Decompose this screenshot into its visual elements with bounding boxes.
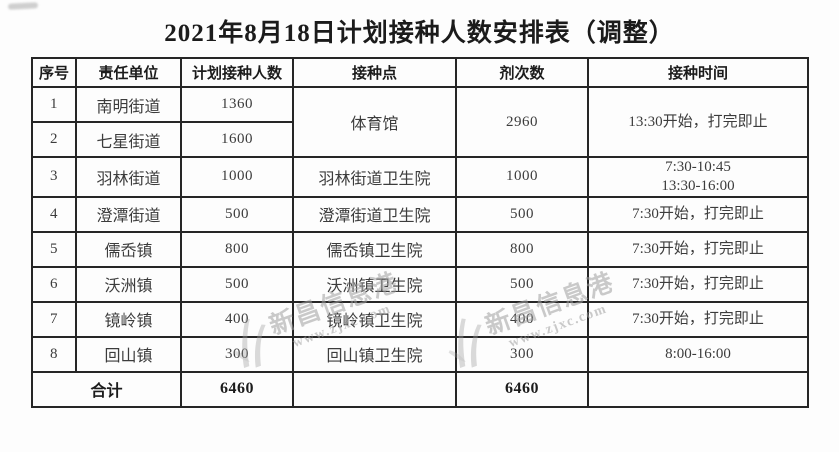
table-row-3: 3 羽林街道 1000 羽林街道卫生院 1000 7:30-10:45 13:3… <box>31 156 809 198</box>
table-row-4: 4 澄潭街道 500 澄潭街道卫生院 500 7:30开始，打完即止 <box>31 195 809 233</box>
cell-time: 7:30开始，打完即止 <box>587 230 809 268</box>
total-site <box>292 370 457 408</box>
table-row-7: 7 镜岭镇 400 镜岭镇卫生院 400 7:30开始，打完即止 <box>31 300 809 338</box>
header-row: 序号 责任单位 计划接种人数 接种点 剂次数 接种时间 <box>31 57 809 88</box>
cell-seq: 4 <box>31 195 77 233</box>
cell-unit: 七星街道 <box>75 121 182 158</box>
cell-time: 8:00-16:00 <box>587 335 809 373</box>
cell-time: 7:30开始，打完即止 <box>587 300 809 338</box>
total-doses: 6460 <box>455 370 589 408</box>
header-planned: 计划接种人数 <box>180 57 294 88</box>
cell-seq: 7 <box>31 300 77 338</box>
table-row-2: 2 七星街道 1600 <box>31 121 808 158</box>
cell-planned: 800 <box>180 230 294 268</box>
scan-artifact <box>7 2 39 10</box>
cell-site: 镜岭镇卫生院 <box>292 300 457 338</box>
cell-time: 13:30开始，打完即止 <box>587 86 809 158</box>
cell-doses: 2960 <box>455 86 589 158</box>
cell-seq: 3 <box>31 156 77 198</box>
cell-doses: 300 <box>455 335 589 373</box>
cell-seq: 8 <box>31 335 77 373</box>
cell-planned: 1000 <box>180 156 294 198</box>
total-label: 合计 <box>31 370 182 408</box>
cell-time: 7:30-10:45 13:30-16:00 <box>587 156 809 198</box>
cell-site: 羽林街道卫生院 <box>292 156 457 198</box>
header-unit: 责任单位 <box>75 57 182 88</box>
cell-doses: 1000 <box>455 156 589 198</box>
page-title: 2021年8月18日计划接种人数安排表（调整） <box>164 20 675 47</box>
cell-unit: 沃洲镇 <box>75 265 182 303</box>
cell-seq: 6 <box>31 265 77 303</box>
cell-unit: 南明街道 <box>75 86 182 123</box>
cell-site: 儒岙镇卫生院 <box>292 230 457 268</box>
cell-unit: 儒岙镇 <box>75 230 182 268</box>
cell-unit: 镜岭镇 <box>75 300 182 338</box>
cell-planned: 500 <box>180 265 294 303</box>
cell-seq: 1 <box>31 86 77 123</box>
cell-unit: 回山镇 <box>75 335 182 373</box>
cell-site: 澄潭街道卫生院 <box>292 195 457 233</box>
total-row: 合计 6460 6460 <box>31 370 809 408</box>
cell-time: 7:30开始，打完即止 <box>587 265 809 303</box>
cell-planned: 1360 <box>180 86 294 123</box>
cell-site: 沃洲镇卫生院 <box>292 265 457 303</box>
cell-seq: 5 <box>31 230 77 268</box>
table-row-1: 1 南明街道 1360 体育馆 2960 13:30开始，打完即止 <box>31 86 809 158</box>
total-planned: 6460 <box>180 370 294 408</box>
header-seq: 序号 <box>31 57 77 88</box>
cell-site: 体育馆 <box>292 86 457 158</box>
header-site: 接种点 <box>292 57 457 88</box>
table-row-5: 5 儒岙镇 800 儒岙镇卫生院 800 7:30开始，打完即止 <box>31 230 809 268</box>
cell-doses: 800 <box>455 230 589 268</box>
cell-seq: 2 <box>31 121 77 158</box>
table-row-8: 8 回山镇 300 回山镇卫生院 300 8:00-16:00 <box>31 335 809 373</box>
cell-unit: 羽林街道 <box>75 156 182 198</box>
cell-planned: 300 <box>180 335 294 373</box>
cell-doses: 500 <box>455 265 589 303</box>
vaccination-schedule-table: 序号 责任单位 计划接种人数 接种点 剂次数 接种时间 1 南明街道 1360 … <box>31 57 809 408</box>
cell-doses: 400 <box>455 300 589 338</box>
table-row-6: 6 沃洲镇 500 沃洲镇卫生院 500 7:30开始，打完即止 <box>31 265 809 303</box>
cell-doses: 500 <box>455 195 589 233</box>
cell-time: 7:30开始，打完即止 <box>587 195 809 233</box>
header-time: 接种时间 <box>587 57 809 88</box>
cell-unit: 澄潭街道 <box>75 195 182 233</box>
cell-site: 回山镇卫生院 <box>292 335 457 373</box>
cell-planned: 1600 <box>180 121 294 158</box>
total-time <box>587 370 809 408</box>
cell-planned: 500 <box>180 195 294 233</box>
header-doses: 剂次数 <box>455 57 589 88</box>
cell-planned: 400 <box>180 300 294 338</box>
